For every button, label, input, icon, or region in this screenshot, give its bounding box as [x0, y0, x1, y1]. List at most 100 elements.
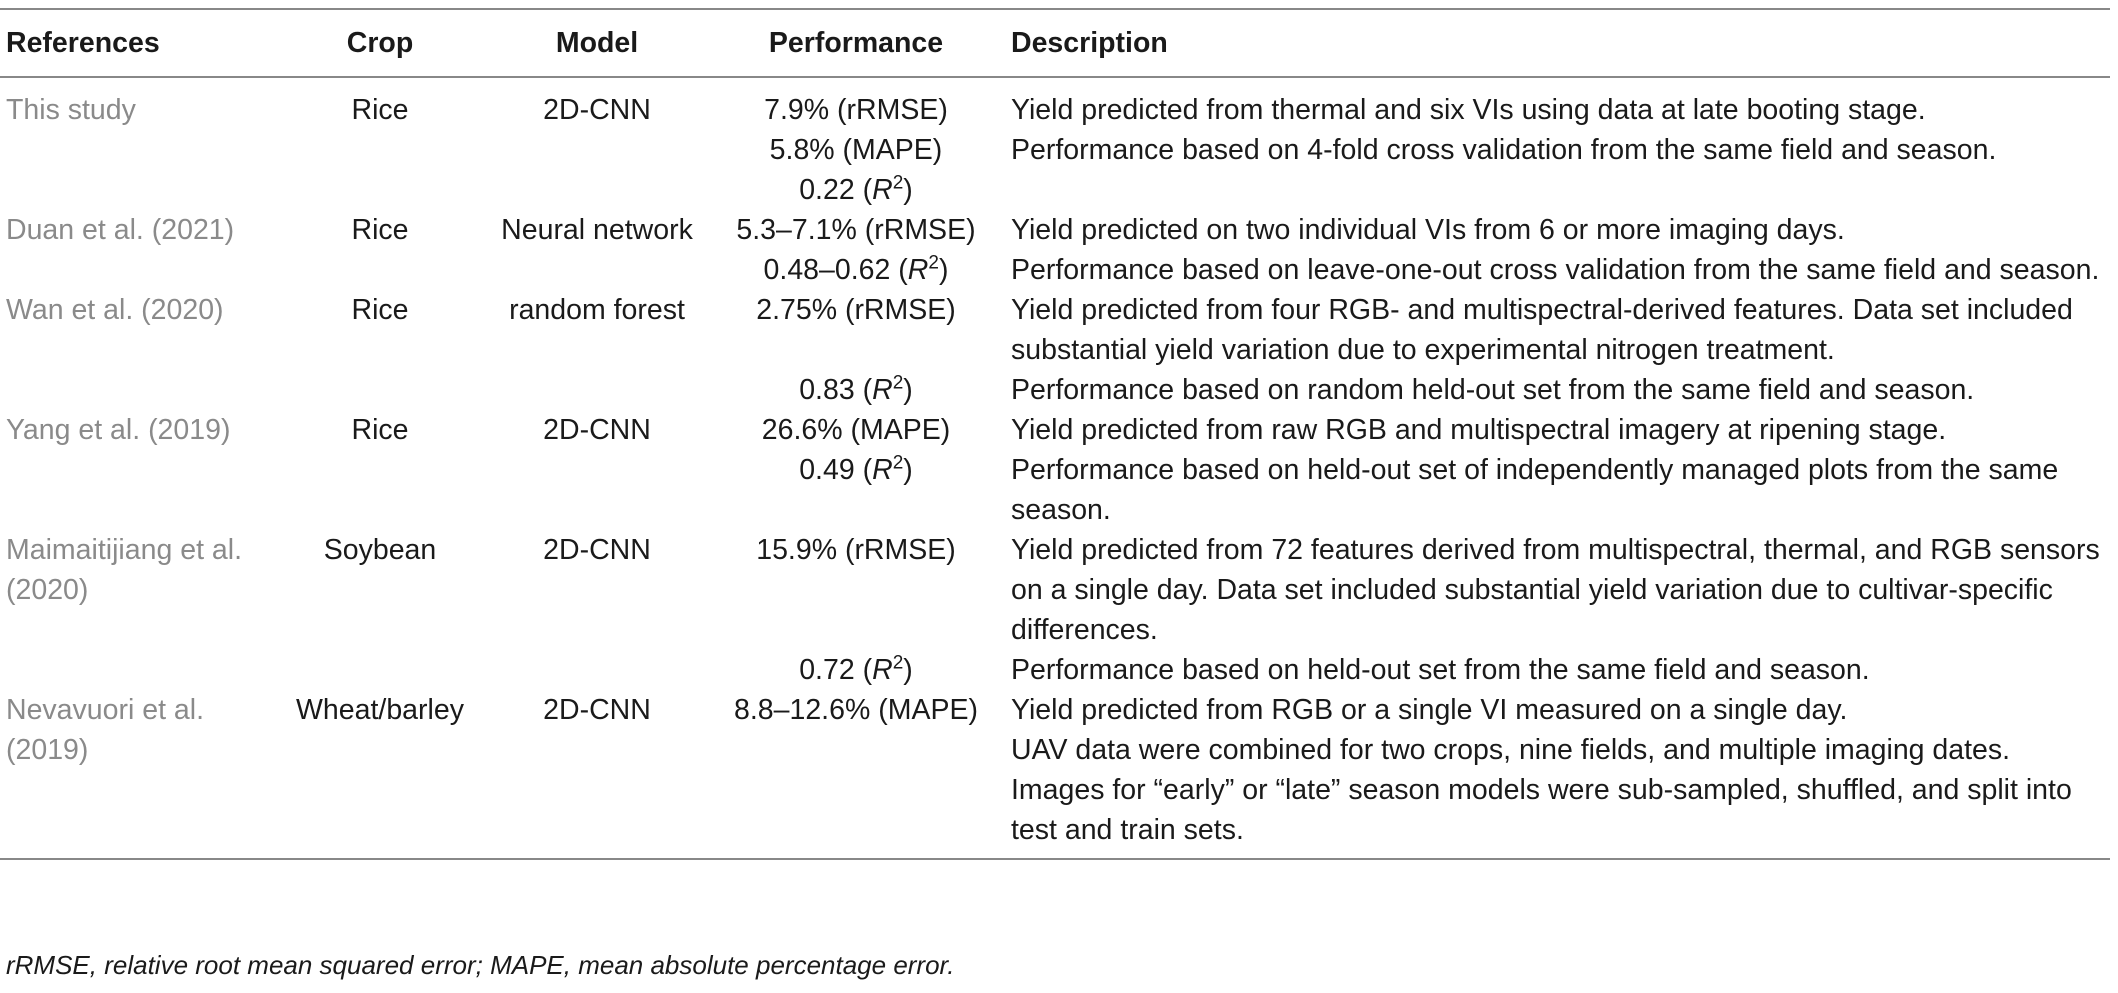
r-squared-symbol: R [872, 654, 893, 686]
performance-cell: 5.8% (MAPE) [769, 134, 943, 166]
reference-cell [0, 170, 275, 210]
performance-cell: 0.83 (R2) [799, 372, 913, 407]
description-text: Performance based on leave-one-out cross… [1011, 254, 2100, 286]
reference-cell: Yang et al. (2019) [6, 414, 231, 446]
model-cell [485, 370, 709, 410]
reference-cell [0, 450, 275, 530]
description-cell: Performance based on 4-fold cross valida… [1003, 130, 2110, 170]
crop-cell: Rice [351, 214, 409, 246]
crop-cell [275, 370, 485, 410]
performance-cell: 15.9% (rRMSE) [756, 534, 956, 566]
table-row: 0.72 (R2) Performance based on held-out s… [0, 650, 2110, 690]
reference-cell: Duan et al. (2021) [6, 214, 235, 246]
description-cell: Yield predicted from thermal and six VIs… [1003, 77, 2110, 130]
r-squared-symbol: R [872, 454, 893, 486]
model-cell: 2D-CNN [543, 694, 651, 726]
crop-cell [275, 450, 485, 530]
description-cell [1003, 170, 2110, 210]
header-description: Description [1011, 27, 1168, 59]
description-cell: Yield predicted from raw RGB and multisp… [1003, 410, 2110, 450]
table-row: This study Rice 2D-CNN 7.9% (rRMSE) Yield pr… [0, 77, 2110, 130]
header-references: References [6, 27, 160, 59]
table-row: Yang et al. (2019) Rice 2D-CNN 26.6% (MAPE)… [0, 410, 2110, 450]
description-text: Yield predicted from raw RGB and multisp… [1011, 414, 1947, 446]
crop-cell: Rice [351, 94, 409, 126]
performance-value: 0.83 [799, 374, 855, 406]
performance-value: 0.49 [799, 454, 855, 486]
performance-cell: 7.9% (rRMSE) [764, 94, 948, 126]
description-cell: Performance based on held-out set of ind… [1003, 450, 2110, 530]
reference-cell: Nevavuori et al. (2019) [6, 694, 205, 766]
description-text: Yield predicted from 72 features derived… [1011, 534, 2100, 646]
description-text: Performance based on held-out set from t… [1011, 654, 1870, 686]
description-text: Performance based on 4-fold cross valida… [1011, 134, 1997, 166]
performance-cell: 8.8–12.6% (MAPE) [734, 694, 978, 726]
reference-cell [0, 130, 275, 170]
description-cell: Yield predicted from 72 features derived… [1003, 530, 2110, 650]
crop-cell [275, 170, 485, 210]
r-squared-symbol: R [907, 254, 929, 286]
description-cell: Yield predicted from four RGB- and multi… [1003, 290, 2110, 370]
r-squared-exponent: 2 [892, 652, 904, 674]
performance-cell: 0.22 (R2) [799, 172, 913, 207]
description-text: Yield predicted on two individual VIs fr… [1011, 214, 1845, 246]
crop-cell [275, 650, 485, 690]
r-squared-symbol: R [872, 374, 893, 406]
description-text: Yield predicted from RGB or a single VI … [1011, 694, 1848, 726]
r-squared-exponent: 2 [928, 252, 939, 274]
header-performance: Performance [768, 27, 944, 59]
performance-cell: 26.6% (MAPE) [761, 414, 951, 446]
table-row: 0.48–0.62 (R2) Performance based on leave… [0, 250, 2110, 290]
description-cell: Performance based on held-out set from t… [1003, 650, 2110, 690]
performance-cell: 0.49 (R2) [799, 452, 913, 487]
table-header: References Crop Model Performance Descri… [0, 9, 2110, 77]
table-row: 0.22 (R2) [0, 170, 2110, 210]
crop-cell [275, 250, 485, 290]
table-row: 5.8% (MAPE) Performance based on 4-fold c… [0, 130, 2110, 170]
crop-cell: Rice [351, 414, 409, 446]
performance-cell: 2.75% (rRMSE) [756, 294, 956, 326]
reference-cell: This study [6, 94, 136, 126]
reference-cell [0, 650, 275, 690]
model-cell [485, 250, 709, 290]
model-cell: Neural network [501, 214, 693, 246]
performance-cell: 5.3–7.1% (rRMSE) [736, 214, 976, 246]
performance-value: 0.22 [799, 174, 855, 206]
description-text: Yield predicted from thermal and six VIs… [1011, 94, 1926, 126]
crop-cell [275, 130, 485, 170]
model-cell [485, 130, 709, 170]
header-model: Model [555, 27, 639, 59]
table-row: 0.49 (R2) Performance based on held-out s… [0, 450, 2110, 530]
description-cell: Performance based on leave-one-out cross… [1003, 250, 2110, 290]
crop-cell: Wheat/barley [296, 694, 464, 726]
results-table: References Crop Model Performance Descri… [0, 8, 2110, 860]
crop-cell: Rice [351, 294, 409, 326]
r-squared-symbol: R [872, 174, 893, 206]
performance-value: 0.48–0.62 [763, 254, 891, 286]
table-row: Nevavuori et al. (2019) Wheat/barley 2D-CN… [0, 690, 2110, 859]
table-row: 0.83 (R2) Performance based on random hel… [0, 370, 2110, 410]
reference-cell: Maimaitijiang et al. (2020) [6, 534, 243, 606]
description-text: Yield predicted from four RGB- and multi… [1011, 294, 2073, 366]
table-row: Maimaitijiang et al. (2020) Soybean 2D-CNN… [0, 530, 2110, 650]
description-cell: Yield predicted from RGB or a single VI … [1003, 690, 2110, 859]
model-cell: 2D-CNN [543, 534, 651, 566]
description-text: Performance based on held-out set of ind… [1011, 454, 2059, 526]
performance-cell: 0.72 (R2) [799, 652, 913, 687]
reference-cell [0, 250, 275, 290]
r-squared-exponent: 2 [892, 172, 904, 194]
table-footnote: rRMSE, relative root mean squared error;… [6, 950, 955, 980]
model-cell: random forest [509, 294, 685, 326]
performance-value: 0.72 [799, 654, 855, 686]
model-cell: 2D-CNN [543, 94, 651, 126]
r-squared-exponent: 2 [892, 452, 904, 474]
r-squared-exponent: 2 [892, 372, 904, 394]
model-cell [485, 650, 709, 690]
table-row: Wan et al. (2020) Rice random forest 2.75% … [0, 290, 2110, 370]
description-cell: Performance based on random held-out set… [1003, 370, 2110, 410]
table-row: Duan et al. (2021) Rice Neural network 5.3–… [0, 210, 2110, 250]
reference-cell [0, 370, 275, 410]
model-cell [485, 450, 709, 530]
model-cell [485, 170, 709, 210]
